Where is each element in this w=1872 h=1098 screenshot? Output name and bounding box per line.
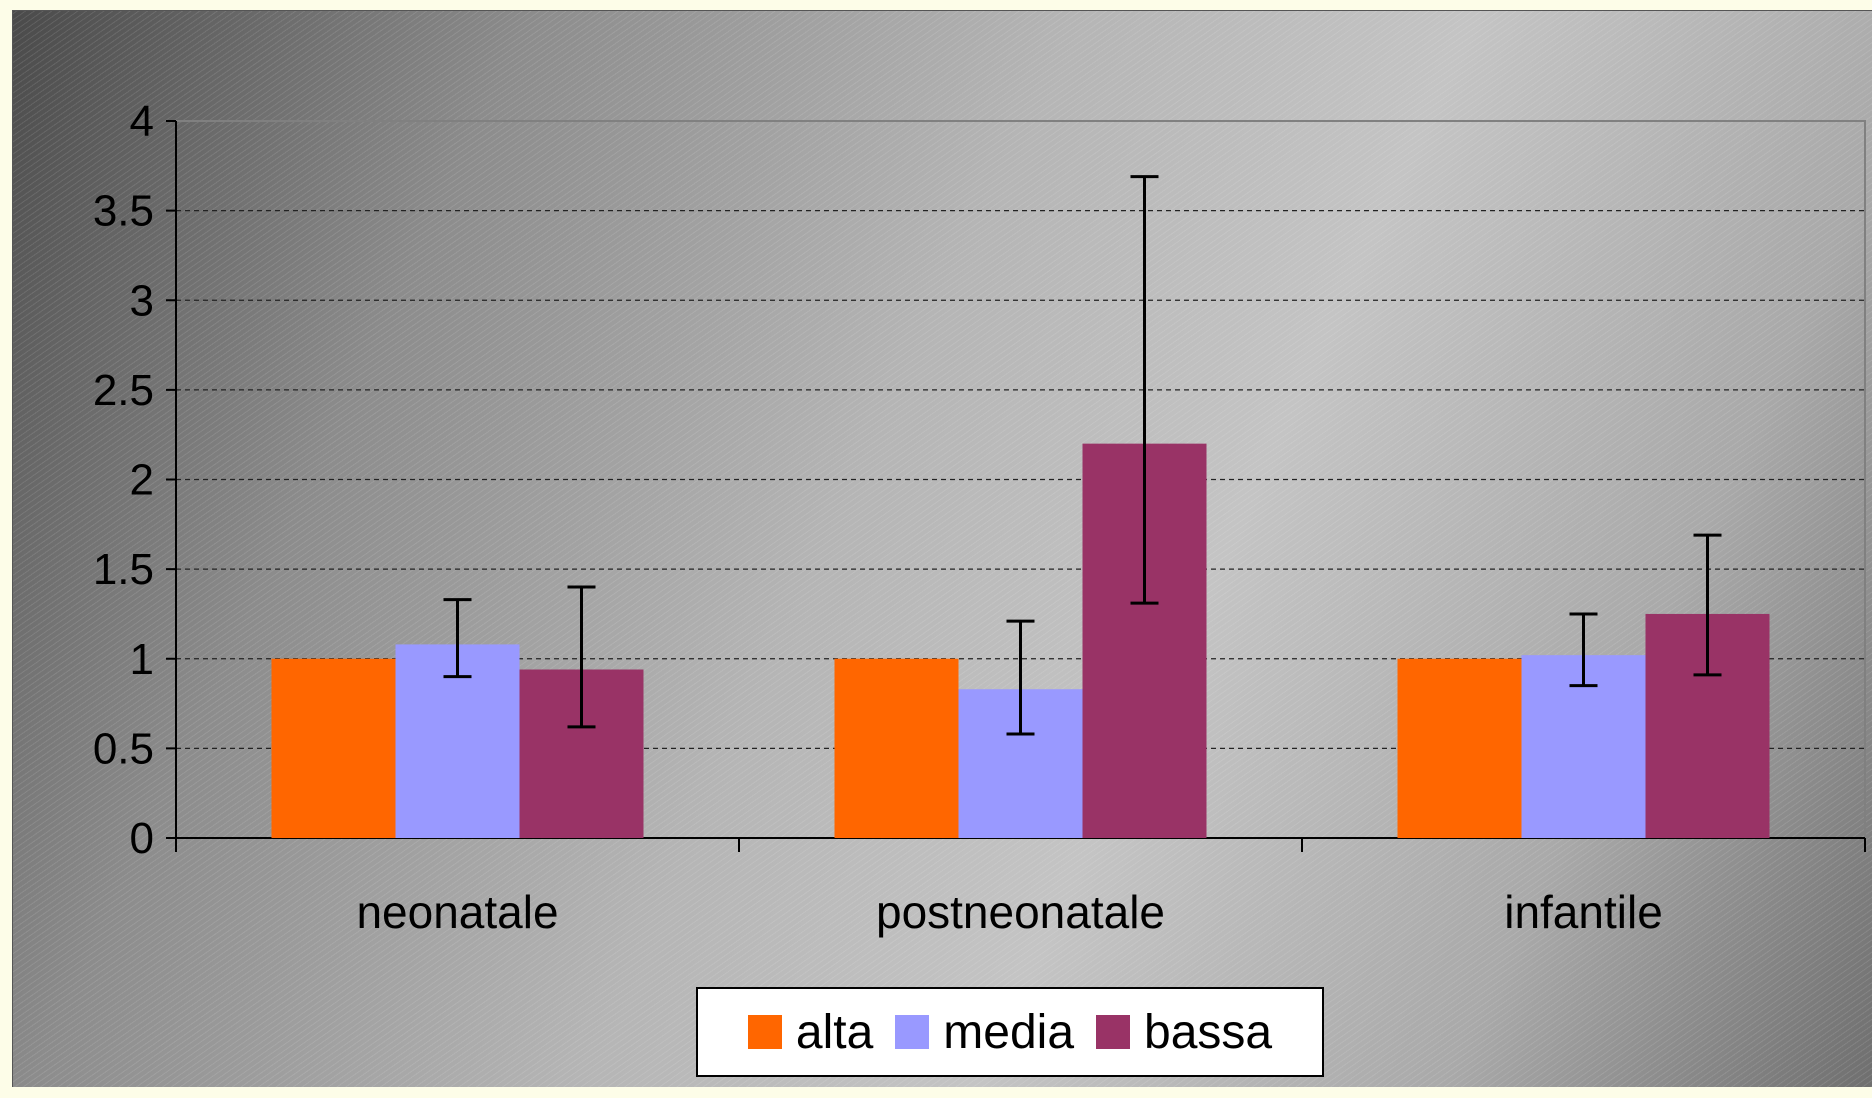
x-category-label: infantile [1504, 886, 1663, 938]
y-tick-label: 2.5 [93, 366, 154, 415]
y-tick-label: 3 [130, 276, 154, 325]
legend-swatch [895, 1015, 930, 1049]
bar-alta-postneonatale [834, 658, 959, 838]
legend-item: media [895, 1005, 1074, 1060]
legend-swatch [747, 1015, 782, 1049]
y-tick-label: 4 [130, 97, 154, 146]
y-tick-label: 1 [130, 635, 154, 684]
y-tick-label: 0.5 [93, 724, 154, 773]
y-tick-label: 3.5 [93, 187, 154, 236]
legend: alta media bassa [696, 987, 1324, 1077]
y-tick-label: 0 [130, 814, 154, 863]
legend-label: alta [795, 1005, 874, 1059]
legend-item: bassa [1096, 1005, 1272, 1060]
y-tick-label: 1.5 [93, 545, 154, 594]
legend-label: media [943, 1005, 1075, 1059]
x-category-label: neonatale [356, 886, 558, 938]
x-category-label: postneonatale [876, 886, 1165, 938]
legend-label: bassa [1144, 1005, 1273, 1059]
bar-alta-infantile [1397, 658, 1522, 838]
legend-item: alta [747, 1005, 874, 1060]
legend-swatch [1096, 1015, 1131, 1049]
y-tick-label: 2 [130, 456, 154, 505]
bar-alta-neonatale [271, 658, 396, 838]
bar-chart: 0 0.5 1 1.5 2 2.5 3 3.5 4 neonatale postneonatale i… [93, 97, 1866, 938]
chart-area: 0 0.5 1 1.5 2 2.5 3 3.5 4 neonatale postneonatale i… [12, 10, 1872, 1087]
